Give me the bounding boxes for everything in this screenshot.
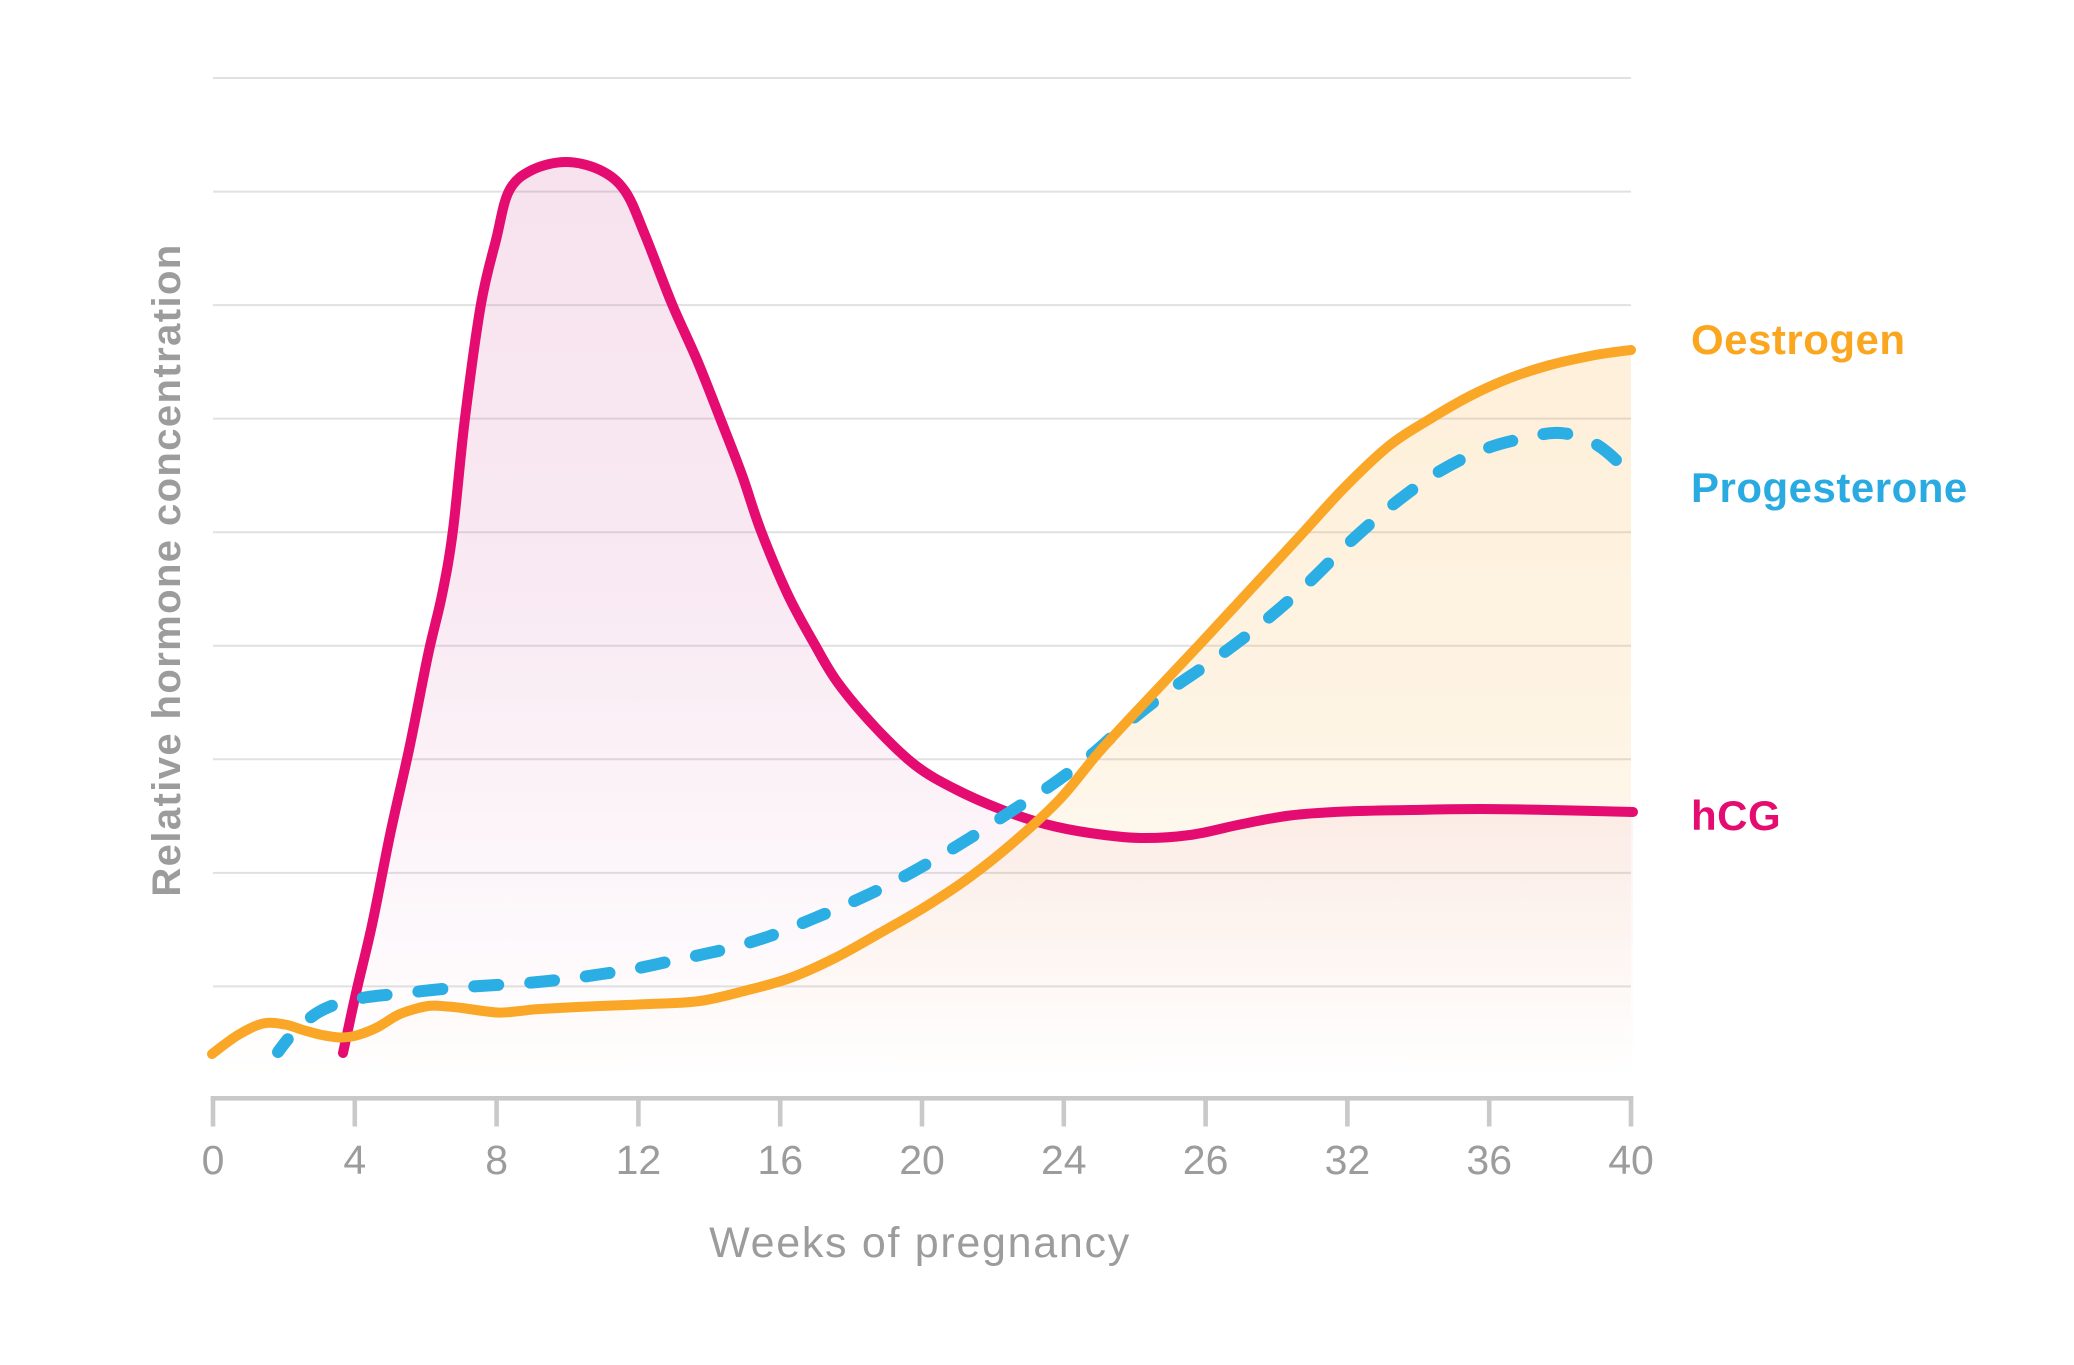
svg-text:Oestrogen: Oestrogen: [1691, 316, 1906, 363]
svg-text:Weeks of pregnancy: Weeks of pregnancy: [709, 1219, 1131, 1267]
svg-text:12: 12: [616, 1137, 662, 1183]
svg-text:Relative hormone concentration: Relative hormone concentration: [145, 243, 189, 896]
svg-text:32: 32: [1325, 1137, 1371, 1183]
svg-text:hCG: hCG: [1691, 792, 1781, 839]
svg-text:8: 8: [485, 1137, 508, 1183]
svg-text:16: 16: [757, 1137, 803, 1183]
svg-text:40: 40: [1608, 1137, 1654, 1183]
svg-text:4: 4: [343, 1137, 366, 1183]
svg-text:20: 20: [899, 1137, 945, 1183]
svg-text:Progesterone: Progesterone: [1691, 464, 1968, 511]
svg-text:0: 0: [202, 1137, 225, 1183]
svg-text:36: 36: [1466, 1137, 1512, 1183]
svg-text:26: 26: [1183, 1137, 1229, 1183]
svg-text:24: 24: [1041, 1137, 1087, 1183]
